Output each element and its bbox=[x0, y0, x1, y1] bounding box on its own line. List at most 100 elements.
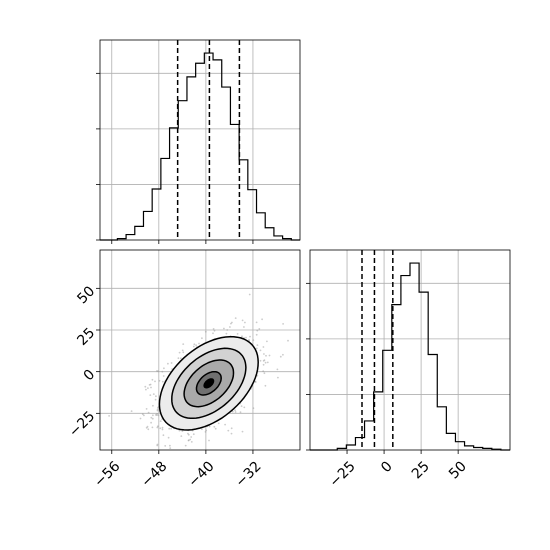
scatter-point bbox=[156, 409, 159, 412]
scatter-point bbox=[139, 417, 142, 420]
scatter-point bbox=[145, 388, 147, 391]
scatter-point bbox=[236, 333, 239, 335]
scatter-point bbox=[231, 321, 233, 324]
scatter-point bbox=[170, 427, 173, 430]
scatter-point bbox=[170, 486, 172, 488]
scatter-point bbox=[161, 370, 164, 373]
scatter-point bbox=[129, 460, 131, 462]
scatter-point bbox=[167, 436, 170, 439]
contour-peak bbox=[203, 378, 215, 389]
scatter-point bbox=[262, 346, 265, 348]
scatter-point bbox=[151, 378, 154, 381]
scatter-point bbox=[279, 355, 282, 358]
scatter-point bbox=[230, 432, 233, 435]
scatter-point bbox=[201, 337, 203, 340]
scatter-point bbox=[154, 380, 156, 383]
scatter-point bbox=[161, 426, 164, 429]
scatter-point bbox=[162, 434, 165, 437]
scatter-point bbox=[158, 379, 161, 382]
scatter-point bbox=[147, 411, 150, 414]
scatter-point bbox=[181, 430, 184, 432]
scatter-frame bbox=[99, 249, 301, 451]
scatter-point bbox=[263, 353, 265, 355]
scatter-point bbox=[181, 349, 184, 352]
scatter-point bbox=[266, 340, 268, 343]
scatter-point bbox=[266, 361, 269, 364]
scatter-point bbox=[149, 383, 152, 386]
scatter-point bbox=[240, 405, 243, 407]
scatter-point bbox=[264, 361, 267, 364]
scatter-point bbox=[212, 328, 215, 330]
scatter-point bbox=[241, 430, 244, 433]
scatter-point bbox=[268, 354, 271, 357]
scatter-point bbox=[151, 417, 154, 420]
hist-x-histogram-line bbox=[100, 52, 300, 241]
scatter-point bbox=[130, 410, 133, 412]
scatter-point bbox=[217, 422, 220, 425]
scatter-contour-panel: −56 −48 −40 −32 −25 0 25 50 bbox=[66, 249, 301, 491]
scatter-point bbox=[264, 384, 267, 387]
scatter-point bbox=[276, 368, 279, 371]
scatter-point bbox=[169, 444, 171, 447]
scatter-point bbox=[152, 414, 154, 417]
scatter-point bbox=[169, 447, 172, 449]
scatter-point bbox=[178, 429, 181, 432]
hist-y-xtick-label: 0 bbox=[378, 458, 396, 476]
scatter-point bbox=[245, 336, 247, 339]
scatter-point bbox=[223, 327, 225, 330]
scatter-point bbox=[259, 359, 262, 362]
scatter-point bbox=[248, 293, 251, 296]
scatter-point bbox=[212, 332, 214, 335]
scatter-point bbox=[256, 344, 259, 346]
scatter-point bbox=[154, 398, 157, 401]
scatter-point bbox=[205, 429, 208, 432]
scatter-point bbox=[243, 326, 245, 328]
scatter-point bbox=[162, 375, 165, 377]
scatter-content bbox=[108, 293, 289, 488]
hist-y-xtick-label: 50 bbox=[446, 458, 470, 482]
scatter-point bbox=[252, 407, 255, 410]
scatter-point bbox=[229, 326, 231, 328]
scatter-point bbox=[147, 387, 149, 389]
scatter-point bbox=[282, 323, 284, 325]
scatter-point bbox=[144, 385, 147, 388]
scatter-point bbox=[262, 363, 265, 366]
scatter-xtick-label: −48 bbox=[138, 458, 170, 490]
scatter-point bbox=[225, 332, 228, 335]
scatter-point bbox=[178, 351, 181, 354]
scatter-point bbox=[145, 408, 148, 410]
scatter-point bbox=[182, 343, 185, 345]
scatter-point bbox=[265, 354, 267, 357]
scatter-point bbox=[234, 317, 237, 319]
scatter-point bbox=[180, 435, 183, 437]
scatter-point bbox=[241, 335, 243, 338]
scatter-point bbox=[189, 438, 192, 441]
hist-y-xtick-label: 25 bbox=[409, 458, 433, 482]
scatter-point bbox=[243, 406, 246, 409]
scatter-point bbox=[167, 362, 169, 365]
scatter-point bbox=[187, 439, 190, 442]
scatter-point bbox=[261, 318, 263, 321]
scatter-point bbox=[255, 333, 258, 336]
scatter-point bbox=[239, 411, 242, 414]
hist-y-frame bbox=[309, 249, 511, 451]
scatter-point bbox=[213, 425, 216, 428]
contour-line bbox=[195, 370, 222, 396]
scatter-point bbox=[198, 342, 200, 345]
hist-y-histogram-line bbox=[310, 262, 510, 451]
scatter-point bbox=[230, 427, 233, 430]
scatter-point bbox=[204, 330, 207, 333]
scatter-point bbox=[164, 445, 167, 447]
scatter-point bbox=[241, 319, 244, 322]
scatter-point bbox=[170, 362, 173, 364]
scatter-point bbox=[208, 439, 210, 442]
scatter-point bbox=[244, 321, 246, 324]
scatter-point bbox=[227, 429, 230, 432]
scatter-point bbox=[226, 329, 229, 331]
contour-line bbox=[158, 335, 259, 431]
scatter-point bbox=[149, 394, 152, 396]
scatter-point bbox=[234, 409, 237, 412]
scatter-point bbox=[184, 444, 187, 447]
scatter-point bbox=[159, 427, 162, 430]
scatter-xtick-label: −40 bbox=[185, 458, 217, 490]
